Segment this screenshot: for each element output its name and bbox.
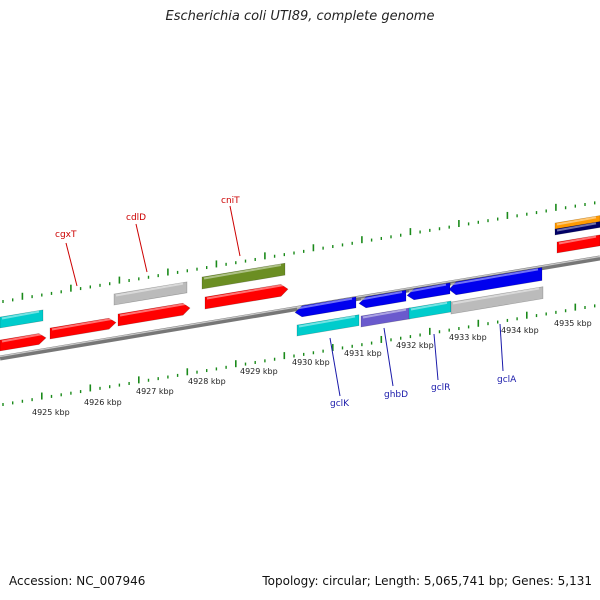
cgxT-leader	[65, 242, 78, 287]
ghbD-leader	[383, 327, 394, 387]
gclK-leader	[329, 337, 341, 397]
purple-feature-ghbD	[360, 307, 411, 328]
blue-cds-ghbD-highlight	[360, 291, 403, 301]
scale-label: 4926 kbp	[84, 398, 122, 407]
red-cds-cniT-highlight	[206, 284, 285, 300]
scale-labels: 4925 kbp 4926 kbp 4927 kbp 4928 kbp 4929 kbp…	[32, 319, 592, 417]
scale-label: 4929 kbp	[240, 367, 278, 376]
red-cds-right	[556, 234, 600, 254]
blue-cds-ghbD	[358, 289, 407, 309]
gray-feature-gclA	[450, 286, 544, 315]
scale-label: 4925 kbp	[32, 408, 70, 417]
blue-cds-gclA-highlight	[450, 268, 539, 286]
blue-cds-gclA	[448, 267, 543, 296]
red-cds-cniT	[204, 284, 289, 310]
orange-feature	[554, 215, 600, 231]
scale-label: 4935 kbp	[554, 319, 592, 328]
cdlD-feature	[113, 281, 188, 306]
gene-label-gclK: gclK	[330, 399, 350, 409]
purple-feature-ghbD-highlight	[362, 308, 407, 319]
accession-text: Accession: NC_007946	[9, 574, 146, 588]
red-cds-cdlD	[117, 302, 191, 327]
feature-track	[0, 215, 600, 352]
navy-feature-highlight	[556, 222, 597, 232]
upper-tick-ruler	[2, 201, 596, 303]
genome-stats-text: Topology: circular; Length: 5,065,741 bp…	[262, 574, 592, 588]
gene-label-gclR: gclR	[431, 383, 450, 393]
cniT-leader	[229, 205, 241, 257]
cdlD-feature-highlight	[115, 282, 184, 297]
cyan-feature-left	[0, 309, 44, 329]
map-title: Escherichia coli UTI89, complete genome	[165, 9, 435, 24]
cyan-feature-gclK	[296, 314, 360, 337]
red-cds-right-highlight	[558, 235, 597, 245]
gray-feature-gclA-highlight	[452, 287, 540, 305]
scale-label: 4933 kbp	[449, 333, 487, 342]
gclR-leader	[433, 333, 439, 381]
cyan-feature-gclR-highlight	[410, 301, 448, 311]
red-cds-cdlD-highlight	[119, 302, 187, 317]
scale-label: 4930 kbp	[292, 358, 330, 367]
blue-cds-gclK	[294, 296, 357, 318]
scale-label: 4928 kbp	[188, 377, 226, 386]
gene-label-ghbD: ghbD	[384, 390, 408, 400]
red-cds-cgxT	[49, 317, 117, 340]
scale-label: 4934 kbp	[501, 326, 539, 335]
red-cds-cgxT-highlight	[51, 317, 113, 331]
forward-gene-labels: cgxT cdlD cniT	[55, 196, 241, 287]
scale-label: 4927 kbp	[136, 387, 174, 396]
gene-label-cgxT: cgxT	[55, 230, 77, 240]
cniT-feature	[201, 262, 286, 290]
blue-cds-gclR	[406, 282, 451, 301]
gclA-leader	[499, 323, 504, 372]
gene-label-gclA: gclA	[497, 375, 517, 385]
cdlD-leader	[135, 223, 148, 273]
cyan-feature-left-highlight	[1, 310, 40, 320]
genome-backbone-highlight	[0, 255, 600, 358]
gene-label-cniT: cniT	[221, 196, 240, 206]
cyan-feature-gclK-highlight	[298, 315, 356, 328]
blue-cds-gclR-highlight	[408, 283, 447, 293]
lower-tick-ruler	[2, 303, 596, 406]
orange-feature-highlight	[556, 216, 597, 226]
red-cds-1	[0, 333, 47, 352]
blue-cds-gclK-highlight	[296, 297, 353, 310]
cniT-feature-highlight	[203, 264, 282, 280]
scale-label: 4932 kbp	[396, 341, 434, 350]
red-cds-1-highlight	[1, 333, 43, 343]
reverse-gene-labels: gclK ghbD gclR gclA	[329, 323, 517, 409]
gene-label-cdlD: cdlD	[126, 213, 146, 223]
navy-feature	[554, 221, 600, 236]
scale-label: 4931 kbp	[344, 349, 382, 358]
